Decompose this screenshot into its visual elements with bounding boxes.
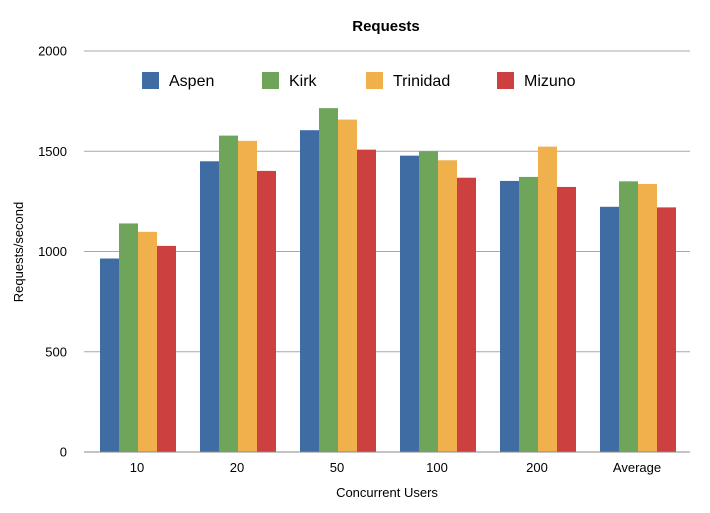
grid-lines <box>84 50 690 353</box>
legend-label-aspen: Aspen <box>169 73 214 90</box>
bar-aspen-10 <box>100 258 119 452</box>
bar-trinidad-average <box>638 183 657 452</box>
y-tick-label: 2000 <box>38 44 67 59</box>
bar-aspen-200 <box>500 180 519 452</box>
y-tick-label: 500 <box>45 344 67 359</box>
legend-label-trinidad: Trinidad <box>393 73 450 90</box>
bars <box>100 108 676 453</box>
bar-aspen-20 <box>200 161 219 452</box>
bar-mizuno-20 <box>257 170 276 453</box>
bar-kirk-100 <box>419 151 438 452</box>
x-tick-label: 200 <box>526 460 548 475</box>
bar-mizuno-50 <box>357 149 376 452</box>
legend-swatch-mizuno <box>497 72 514 89</box>
bar-kirk-20 <box>219 135 238 452</box>
bar-mizuno-average <box>657 207 676 452</box>
legend-swatch-trinidad <box>366 72 383 89</box>
y-axis-ticks: 0 500 1000 1500 2000 <box>38 44 67 460</box>
bar-trinidad-50 <box>338 119 357 453</box>
legend-label-kirk: Kirk <box>289 73 318 90</box>
y-axis-label: Requests/second <box>11 202 26 302</box>
bar-kirk-200 <box>519 176 538 452</box>
y-tick-label: 0 <box>60 445 67 460</box>
bar-kirk-10 <box>119 223 138 452</box>
x-axis-ticks: 10 20 50 100 200 Average <box>130 460 661 475</box>
bar-aspen-50 <box>300 130 319 452</box>
bar-trinidad-10 <box>138 231 157 452</box>
x-axis-label: Concurrent Users <box>336 485 438 500</box>
bar-trinidad-100 <box>438 160 457 452</box>
x-tick-label: 20 <box>230 460 244 475</box>
y-tick-label: 1000 <box>38 244 67 259</box>
bar-kirk-average <box>619 181 638 452</box>
bar-mizuno-10 <box>157 245 176 452</box>
chart-title: Requests <box>352 18 420 35</box>
bar-mizuno-100 <box>457 177 476 452</box>
x-tick-label: 10 <box>130 460 144 475</box>
legend-swatch-aspen <box>142 72 159 89</box>
y-tick-label: 1500 <box>38 144 67 159</box>
legend-swatch-kirk <box>262 72 279 89</box>
x-tick-label: Average <box>613 460 661 475</box>
x-tick-label: 50 <box>330 460 344 475</box>
legend: Aspen Kirk Trinidad Mizuno <box>142 72 576 90</box>
bar-trinidad-200 <box>538 146 557 453</box>
bar-aspen-100 <box>400 155 419 452</box>
bar-mizuno-200 <box>557 186 576 452</box>
bar-kirk-50 <box>319 108 338 452</box>
bar-trinidad-20 <box>238 140 257 452</box>
bar-aspen-average <box>600 206 619 452</box>
legend-label-mizuno: Mizuno <box>524 73 576 90</box>
x-tick-label: 100 <box>426 460 448 475</box>
